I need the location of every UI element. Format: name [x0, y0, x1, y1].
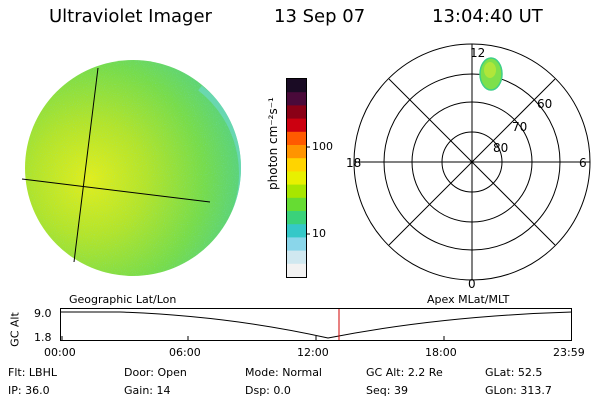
- altitude-curve: [60, 311, 572, 339]
- longitude-line: [73, 67, 99, 263]
- color-scale-segment: [287, 131, 306, 146]
- info-door: Door: Open: [124, 366, 187, 379]
- info-mode: Mode: Normal: [245, 366, 322, 379]
- observation-date: 13 Sep 07: [274, 6, 366, 27]
- info-ip: IP: 36.0: [8, 384, 50, 397]
- color-scale-segment: [287, 158, 306, 172]
- info-dsp: Dsp: 0.0: [245, 384, 291, 397]
- color-scale-segment: [287, 171, 306, 186]
- color-scale-segment: [287, 197, 306, 212]
- polar-mlat-mlt-plot: 12 18 6 0 60 70 80: [346, 43, 591, 291]
- polar-diagonal-2: [388, 78, 556, 246]
- info-gc-alt: GC Alt: 2.2 Re: [366, 366, 443, 379]
- observation-time: 13:04:40 UT: [432, 6, 543, 27]
- timeline-x-label-end: 23:59: [553, 346, 585, 359]
- timeline-x-label-6: 06:00: [169, 346, 201, 359]
- mlat-label-80: 80: [493, 141, 508, 155]
- color-scale-bar: [286, 78, 310, 278]
- color-scale-segment: [287, 263, 306, 278]
- timeline-axis-title: GC Alt: [8, 312, 22, 347]
- info-flt: Flt: LBHL: [8, 366, 57, 379]
- auroral-patch-core: [484, 62, 496, 78]
- color-scale-segment: [287, 92, 306, 106]
- altitude-timeline[interactable]: [60, 308, 572, 342]
- mlt-label-6: 6: [579, 156, 587, 170]
- color-scale-unit: photon cm⁻²s⁻¹: [266, 97, 280, 190]
- color-scale-segment: [287, 118, 306, 133]
- mlt-label-18: 18: [346, 156, 361, 170]
- info-glat: GLat: 52.5: [485, 366, 543, 379]
- color-scale-segment: [287, 237, 306, 252]
- color-scale-segment: [287, 211, 306, 225]
- globe-noise: [25, 60, 241, 276]
- title-bar: Ultraviolet Imager 13 Sep 07 13:04:40 UT: [0, 6, 600, 30]
- color-scale-segment: [287, 250, 306, 265]
- mlt-label-0: 0: [468, 277, 476, 291]
- color-scale-segments: [287, 79, 306, 278]
- mlat-label-70: 70: [512, 120, 527, 134]
- instrument-name: Ultraviolet Imager: [49, 6, 212, 27]
- timeline-y-label-high: 9.0: [34, 307, 52, 320]
- timeline-x-label-0: 00:00: [44, 346, 76, 359]
- color-scale-frame: [286, 78, 307, 278]
- mlt-label-12: 12: [470, 46, 485, 60]
- mlat-label-60: 60: [537, 97, 552, 111]
- color-scale-segment: [287, 184, 306, 199]
- info-gain: Gain: 14: [124, 384, 171, 397]
- timeline-right-label: Apex MLat/MLT: [427, 293, 510, 306]
- latitude-line: [21, 178, 211, 203]
- color-scale-segment: [287, 105, 306, 120]
- info-glon: GLon: 313.7: [485, 384, 552, 397]
- uvi-globe-image: [21, 60, 241, 276]
- timeline-y-label-low: 1.8: [34, 331, 52, 344]
- timeline-x-label-12: 12:00: [297, 346, 329, 359]
- color-scale-segment: [287, 145, 306, 159]
- timeline-x-label-18: 18:00: [425, 346, 457, 359]
- color-scale-segment: [287, 224, 306, 238]
- info-seq: Seq: 39: [366, 384, 408, 397]
- color-scale-label-100: 100: [312, 140, 333, 153]
- color-scale-segment: [287, 79, 306, 93]
- color-scale-label-10: 10: [312, 227, 326, 240]
- timeline-left-label: Geographic Lat/Lon: [69, 293, 177, 306]
